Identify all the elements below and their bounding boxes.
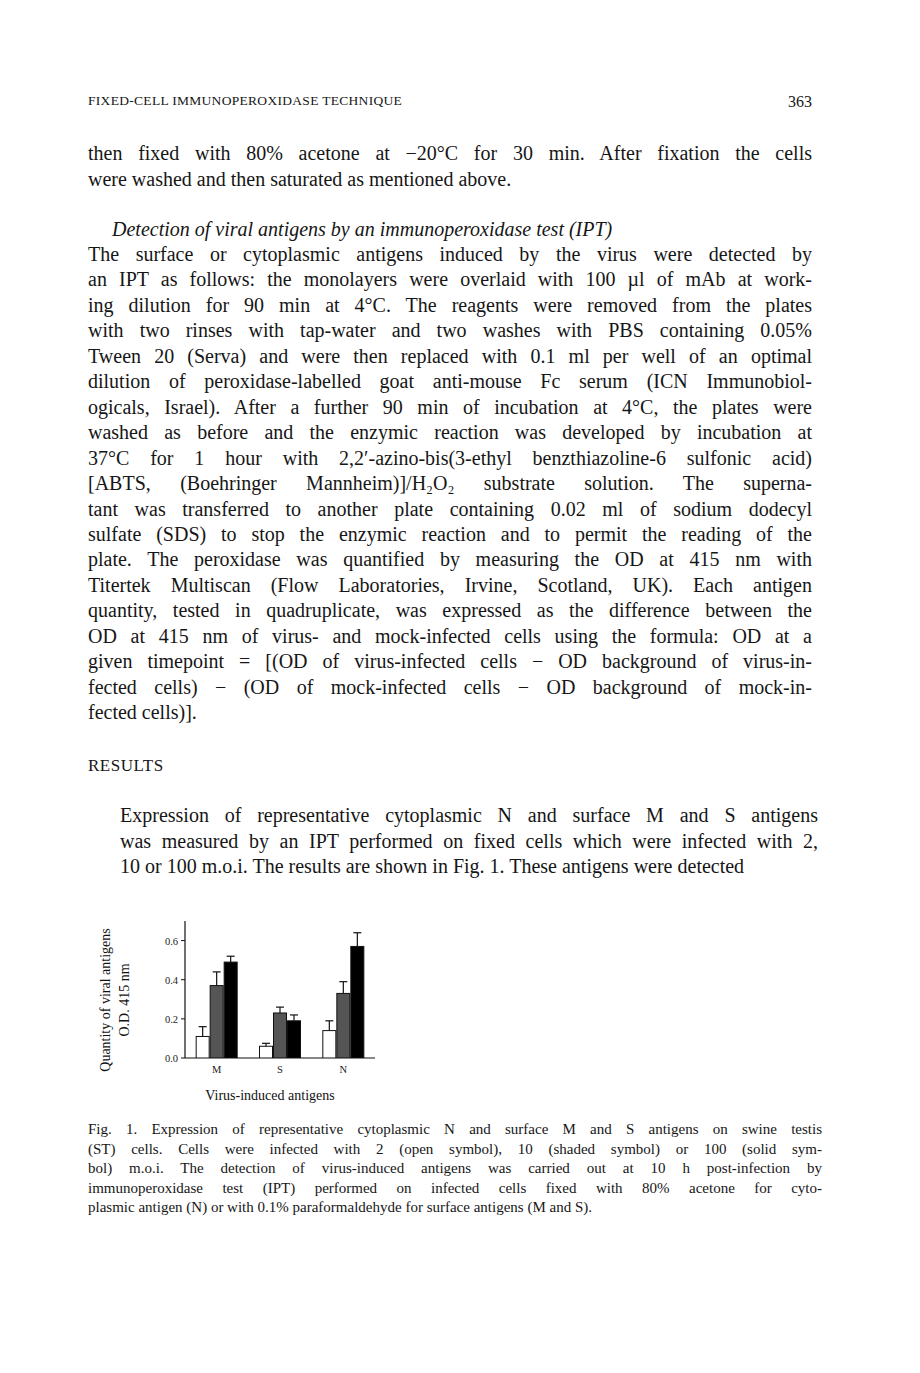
error-stem [343,982,344,994]
y-tick-label: 0.2 [165,1014,178,1025]
text-line: 37°C for 1 hour with 2,2′-azino-bis(3-et… [88,448,812,468]
error-bar [276,1007,284,1013]
text-line: washed as before and the enzymic reactio… [88,422,812,442]
text-line: given timepoint = [(OD of virus-infected… [88,651,812,671]
error-bar [290,1015,298,1021]
x-tick-label: N [340,1064,348,1075]
running-title: FIXED-CELL IMMUNOPEROXIDASE TECHNIQUE [88,94,402,108]
text-line: was measured by an IPT performed on fixe… [120,831,818,851]
error-bar [353,933,361,947]
text-line: 10 or 100 m.o.i. The results are shown i… [120,856,818,876]
error-stem [293,1015,294,1021]
y-tick [181,979,185,980]
error-bar [339,982,347,994]
error-cap [213,971,221,972]
text-line: ogicals, Israel). After a further 90 min… [88,397,812,417]
text-line: ing dilution for 90 min at 4°C. The reag… [88,295,812,315]
section-heading: RESULTS [88,757,164,774]
text-line: were washed and then saturated as mentio… [88,169,812,189]
text-line: with two rinses with tap-water and two w… [88,320,812,340]
text-line: plate. The peroxidase was quantified by … [88,549,812,569]
text-line: (ST) cells. Cells were infected with 2 (… [88,1142,822,1157]
y-axis-label: Quantity of viral antigens [98,928,113,1071]
bar [274,1013,287,1058]
text-line: [ABTS, (Boehringer Mannheim)]/H₂O₂ subst… [88,473,812,493]
bar [210,986,223,1058]
text-line: bol) m.o.i. The detection of virus-induc… [88,1161,822,1176]
x-tick-label: S [277,1064,283,1075]
text-line: immunoperoxidase test (IPT) performed on… [88,1181,822,1196]
subsection-heading: Detection of viral antigens by an immuno… [112,219,612,239]
y-tick-label: 0.0 [165,1053,178,1064]
text-line: sulfate (SDS) to stop the enzymic reacti… [88,524,812,544]
error-cap [276,1007,284,1008]
bar [260,1046,273,1058]
bar [337,993,350,1058]
error-bar [325,1021,333,1031]
y-tick [181,1018,185,1019]
bar [196,1036,209,1058]
x-tick-label: M [212,1064,222,1075]
x-axis-label: Virus-induced antigens [205,1088,334,1103]
bar [323,1031,336,1058]
y-tick-label: 0.4 [165,975,179,986]
error-cap [290,1014,298,1015]
error-stem [202,1027,203,1037]
text-line: Expression of representative cytoplasmic… [120,805,818,825]
text-line: quantity, tested in quadruplicate, was e… [88,600,812,620]
page: FIXED-CELL IMMUNOPEROXIDASE TECHNIQUE 363… [0,0,920,1373]
y-tick [181,940,185,941]
text-line: an IPT as follows: the monolayers were o… [88,269,812,289]
error-cap [339,981,347,982]
y-tick [181,1058,185,1059]
text-line: plasmic antigen (N) or with 0.1% parafor… [88,1200,822,1215]
text-line: dilution of peroxidase-labelled goat ant… [88,371,812,391]
text-line: Titertek Multiscan (Flow Laboratories, I… [88,575,812,595]
bar [288,1021,301,1058]
error-cap [262,1043,270,1044]
error-bar [199,1027,207,1037]
error-stem [357,933,358,947]
text-line: fected cells) − (OD of mock-infected cel… [88,677,812,697]
error-cap [199,1026,207,1027]
error-stem [279,1007,280,1013]
bar [224,962,237,1058]
error-cap [353,932,361,933]
error-bar [213,972,221,986]
text-line: then fixed with 80% acetone at −20°C for… [88,143,812,163]
error-cap [227,956,235,957]
error-stem [329,1021,330,1031]
error-bar [227,956,235,962]
text-line: Tween 20 (Serva) and were then replaced … [88,346,812,366]
y-axis-label: O.D. 415 nm [117,963,132,1036]
text-line: tant was transferred to another plate co… [88,499,812,519]
bars [196,933,364,1058]
error-stem [216,972,217,986]
text-line: Fig. 1. Expression of representative cyt… [88,1122,822,1137]
error-cap [325,1020,333,1021]
bar [351,946,364,1058]
error-stem [230,956,231,962]
text-line: fected cells)]. [88,702,812,722]
page-number: 363 [780,94,812,110]
y-axis [184,921,185,1058]
text-line: OD at 415 nm of virus- and mock-infected… [88,626,812,646]
chart: 0.0 0.2 0.4 0.6 M S N Virus-induced antigens Qua… [0,0,920,1373]
text-line: The surface or cytoplasmic antigens indu… [88,244,812,264]
error-bar [262,1043,270,1046]
y-tick-label: 0.6 [165,936,178,947]
